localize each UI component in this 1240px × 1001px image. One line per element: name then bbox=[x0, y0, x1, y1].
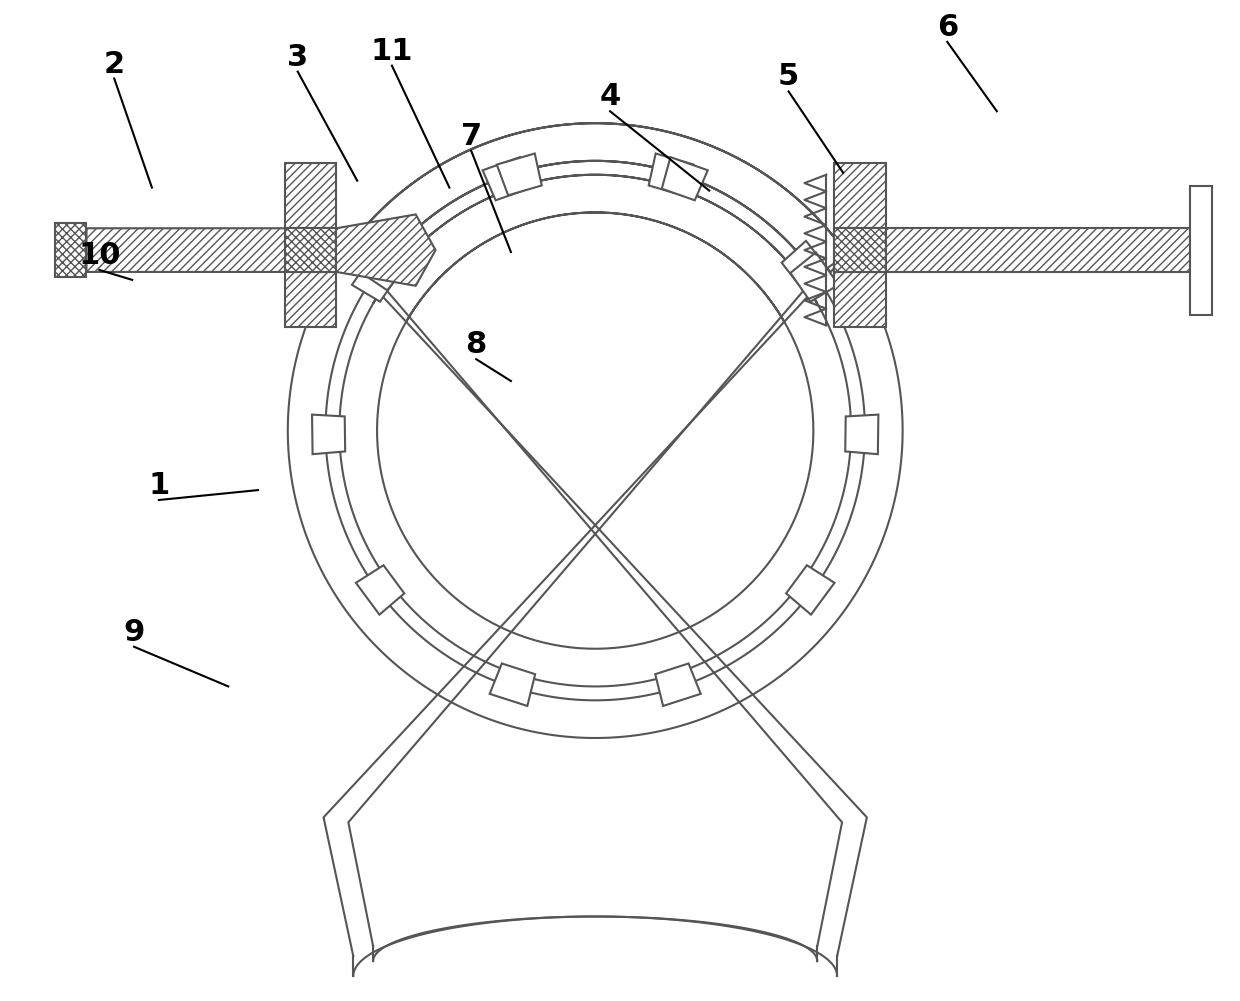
Polygon shape bbox=[835, 163, 885, 228]
Polygon shape bbox=[790, 252, 838, 301]
Polygon shape bbox=[482, 157, 528, 200]
Polygon shape bbox=[781, 241, 831, 290]
Polygon shape bbox=[662, 157, 708, 200]
Polygon shape bbox=[312, 414, 345, 454]
Polygon shape bbox=[649, 153, 693, 195]
Polygon shape bbox=[655, 664, 701, 706]
Polygon shape bbox=[360, 241, 409, 290]
Text: 8: 8 bbox=[465, 330, 487, 359]
Polygon shape bbox=[55, 223, 87, 277]
Text: 1: 1 bbox=[149, 471, 170, 500]
Polygon shape bbox=[490, 664, 536, 706]
Polygon shape bbox=[356, 566, 404, 615]
Polygon shape bbox=[786, 566, 835, 615]
Text: 5: 5 bbox=[777, 62, 800, 91]
Text: 9: 9 bbox=[124, 618, 145, 647]
Polygon shape bbox=[497, 153, 542, 195]
Text: 6: 6 bbox=[936, 13, 957, 42]
Text: 11: 11 bbox=[371, 37, 413, 66]
Text: 2: 2 bbox=[104, 49, 125, 78]
Polygon shape bbox=[87, 214, 435, 286]
Text: 10: 10 bbox=[78, 241, 120, 270]
Polygon shape bbox=[285, 228, 336, 272]
Text: 4: 4 bbox=[599, 82, 621, 111]
Polygon shape bbox=[835, 228, 885, 272]
Polygon shape bbox=[835, 272, 885, 327]
Text: 7: 7 bbox=[461, 122, 482, 151]
Polygon shape bbox=[846, 414, 878, 454]
Polygon shape bbox=[285, 272, 336, 327]
Polygon shape bbox=[285, 163, 336, 228]
Polygon shape bbox=[352, 252, 401, 301]
Polygon shape bbox=[835, 228, 1190, 272]
Polygon shape bbox=[1190, 185, 1211, 314]
Text: 3: 3 bbox=[288, 43, 309, 72]
